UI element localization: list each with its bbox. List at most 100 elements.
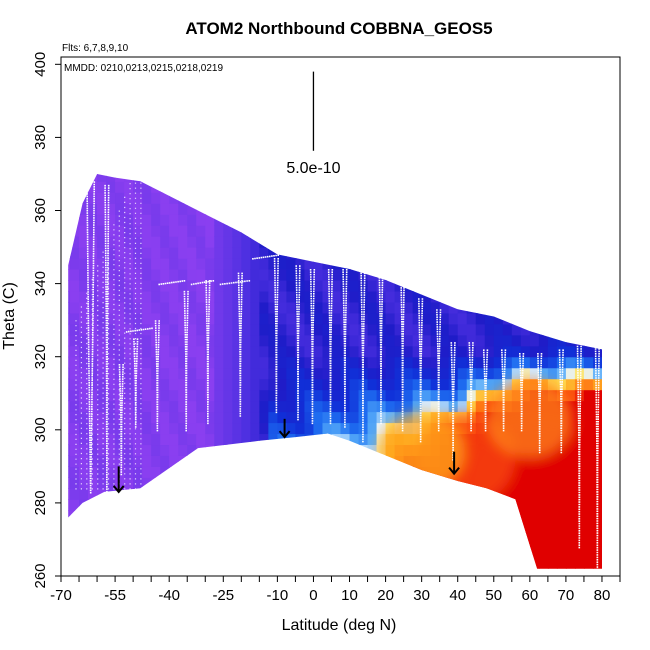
heat-cell xyxy=(169,225,179,237)
heat-cell xyxy=(106,334,116,347)
heat-cell xyxy=(106,378,116,391)
flight-column xyxy=(129,183,131,490)
heat-cell xyxy=(331,400,342,413)
heat-cell xyxy=(142,455,152,467)
heat-cell xyxy=(520,345,531,358)
heat-cell xyxy=(142,433,152,446)
heat-cell xyxy=(340,279,351,292)
heat-cell xyxy=(115,356,125,369)
flight-profile xyxy=(537,353,543,454)
heat-cell xyxy=(79,455,89,467)
heat-cell xyxy=(160,268,170,281)
heat-cell xyxy=(529,345,540,358)
heat-cell xyxy=(313,378,324,391)
heat-cell xyxy=(313,389,324,402)
heat-cell xyxy=(493,367,504,380)
heat-cell xyxy=(286,334,297,347)
heat-cell xyxy=(511,356,522,369)
heat-cell xyxy=(340,268,351,281)
heat-cell xyxy=(448,312,459,325)
arrow-markers xyxy=(112,418,460,494)
heat-cell xyxy=(331,312,342,325)
heat-cell xyxy=(88,279,98,292)
heat-cell xyxy=(421,334,432,347)
heat-cell xyxy=(394,323,405,336)
heat-cell xyxy=(151,378,161,391)
heat-cell xyxy=(304,367,315,380)
heat-cell xyxy=(133,301,143,314)
heat-cell xyxy=(68,433,71,446)
heat-cell xyxy=(286,323,297,336)
x-tick-label: -10 xyxy=(267,587,289,604)
heat-cell xyxy=(169,422,179,435)
heat-cell xyxy=(160,258,170,270)
heat-cell xyxy=(439,345,450,358)
heat-cell xyxy=(412,400,423,413)
heat-cell xyxy=(196,400,206,413)
heat-cell xyxy=(97,323,107,336)
heat-cell xyxy=(394,345,405,358)
heat-cell xyxy=(232,323,242,336)
heat-cell xyxy=(574,345,585,358)
heat-cell xyxy=(259,367,269,380)
heat-cell xyxy=(196,279,206,292)
heat-cell xyxy=(547,367,558,380)
heat-cell xyxy=(106,466,116,478)
heat-cell xyxy=(601,400,602,413)
heat-cell xyxy=(439,367,450,380)
heat-cell xyxy=(97,345,107,358)
heat-cell xyxy=(529,554,540,566)
heat-cell xyxy=(583,367,594,380)
heat-cell xyxy=(115,268,125,281)
heat-cell xyxy=(70,268,80,281)
heat-cell xyxy=(79,312,89,325)
heat-cell xyxy=(214,345,224,358)
heat-cell xyxy=(169,345,179,358)
heat-cell xyxy=(457,345,468,358)
heat-cell xyxy=(403,356,414,369)
heat-cell xyxy=(403,323,414,336)
heat-cell xyxy=(223,323,233,336)
heat-cell xyxy=(196,258,206,270)
heat-cell xyxy=(205,422,215,435)
heat-cell xyxy=(268,378,278,391)
flight-profile xyxy=(104,184,110,505)
heat-cell xyxy=(214,334,224,347)
heat-cell xyxy=(232,411,242,424)
heat-cell xyxy=(160,444,170,456)
heat-cell xyxy=(430,312,441,325)
heat-cell xyxy=(322,411,333,424)
y-tick-label: 360 xyxy=(32,198,49,223)
heat-cell xyxy=(133,455,143,467)
heat-cell xyxy=(250,323,260,336)
heat-cell xyxy=(430,345,441,358)
heat-cell xyxy=(133,192,143,204)
heat-cell xyxy=(592,400,602,413)
heat-cell xyxy=(187,389,197,402)
heat-cell xyxy=(169,214,179,226)
heat-cell xyxy=(70,258,80,270)
heat-cell xyxy=(547,378,558,391)
x-tick-label: 70 xyxy=(558,587,575,604)
heat-cell xyxy=(214,422,224,435)
heat-cell xyxy=(205,247,215,259)
heat-cell xyxy=(223,367,233,380)
flight-column xyxy=(107,237,110,490)
heat-cell xyxy=(475,367,486,380)
heat-cell xyxy=(268,345,278,358)
heat-cell xyxy=(601,378,602,391)
heat-cell xyxy=(412,301,423,314)
heat-cell xyxy=(160,389,170,402)
heat-cell xyxy=(331,345,342,358)
heat-cell xyxy=(340,422,351,435)
heat-cell xyxy=(313,312,324,325)
heat-cell xyxy=(403,400,414,413)
heat-cell xyxy=(385,345,396,358)
heat-cell xyxy=(79,225,89,237)
heat-cell xyxy=(448,345,459,358)
heat-cell xyxy=(124,279,134,292)
heat-cell xyxy=(133,444,143,456)
heat-cell xyxy=(502,378,513,391)
heat-cell xyxy=(241,367,251,380)
heat-cell xyxy=(88,400,98,413)
